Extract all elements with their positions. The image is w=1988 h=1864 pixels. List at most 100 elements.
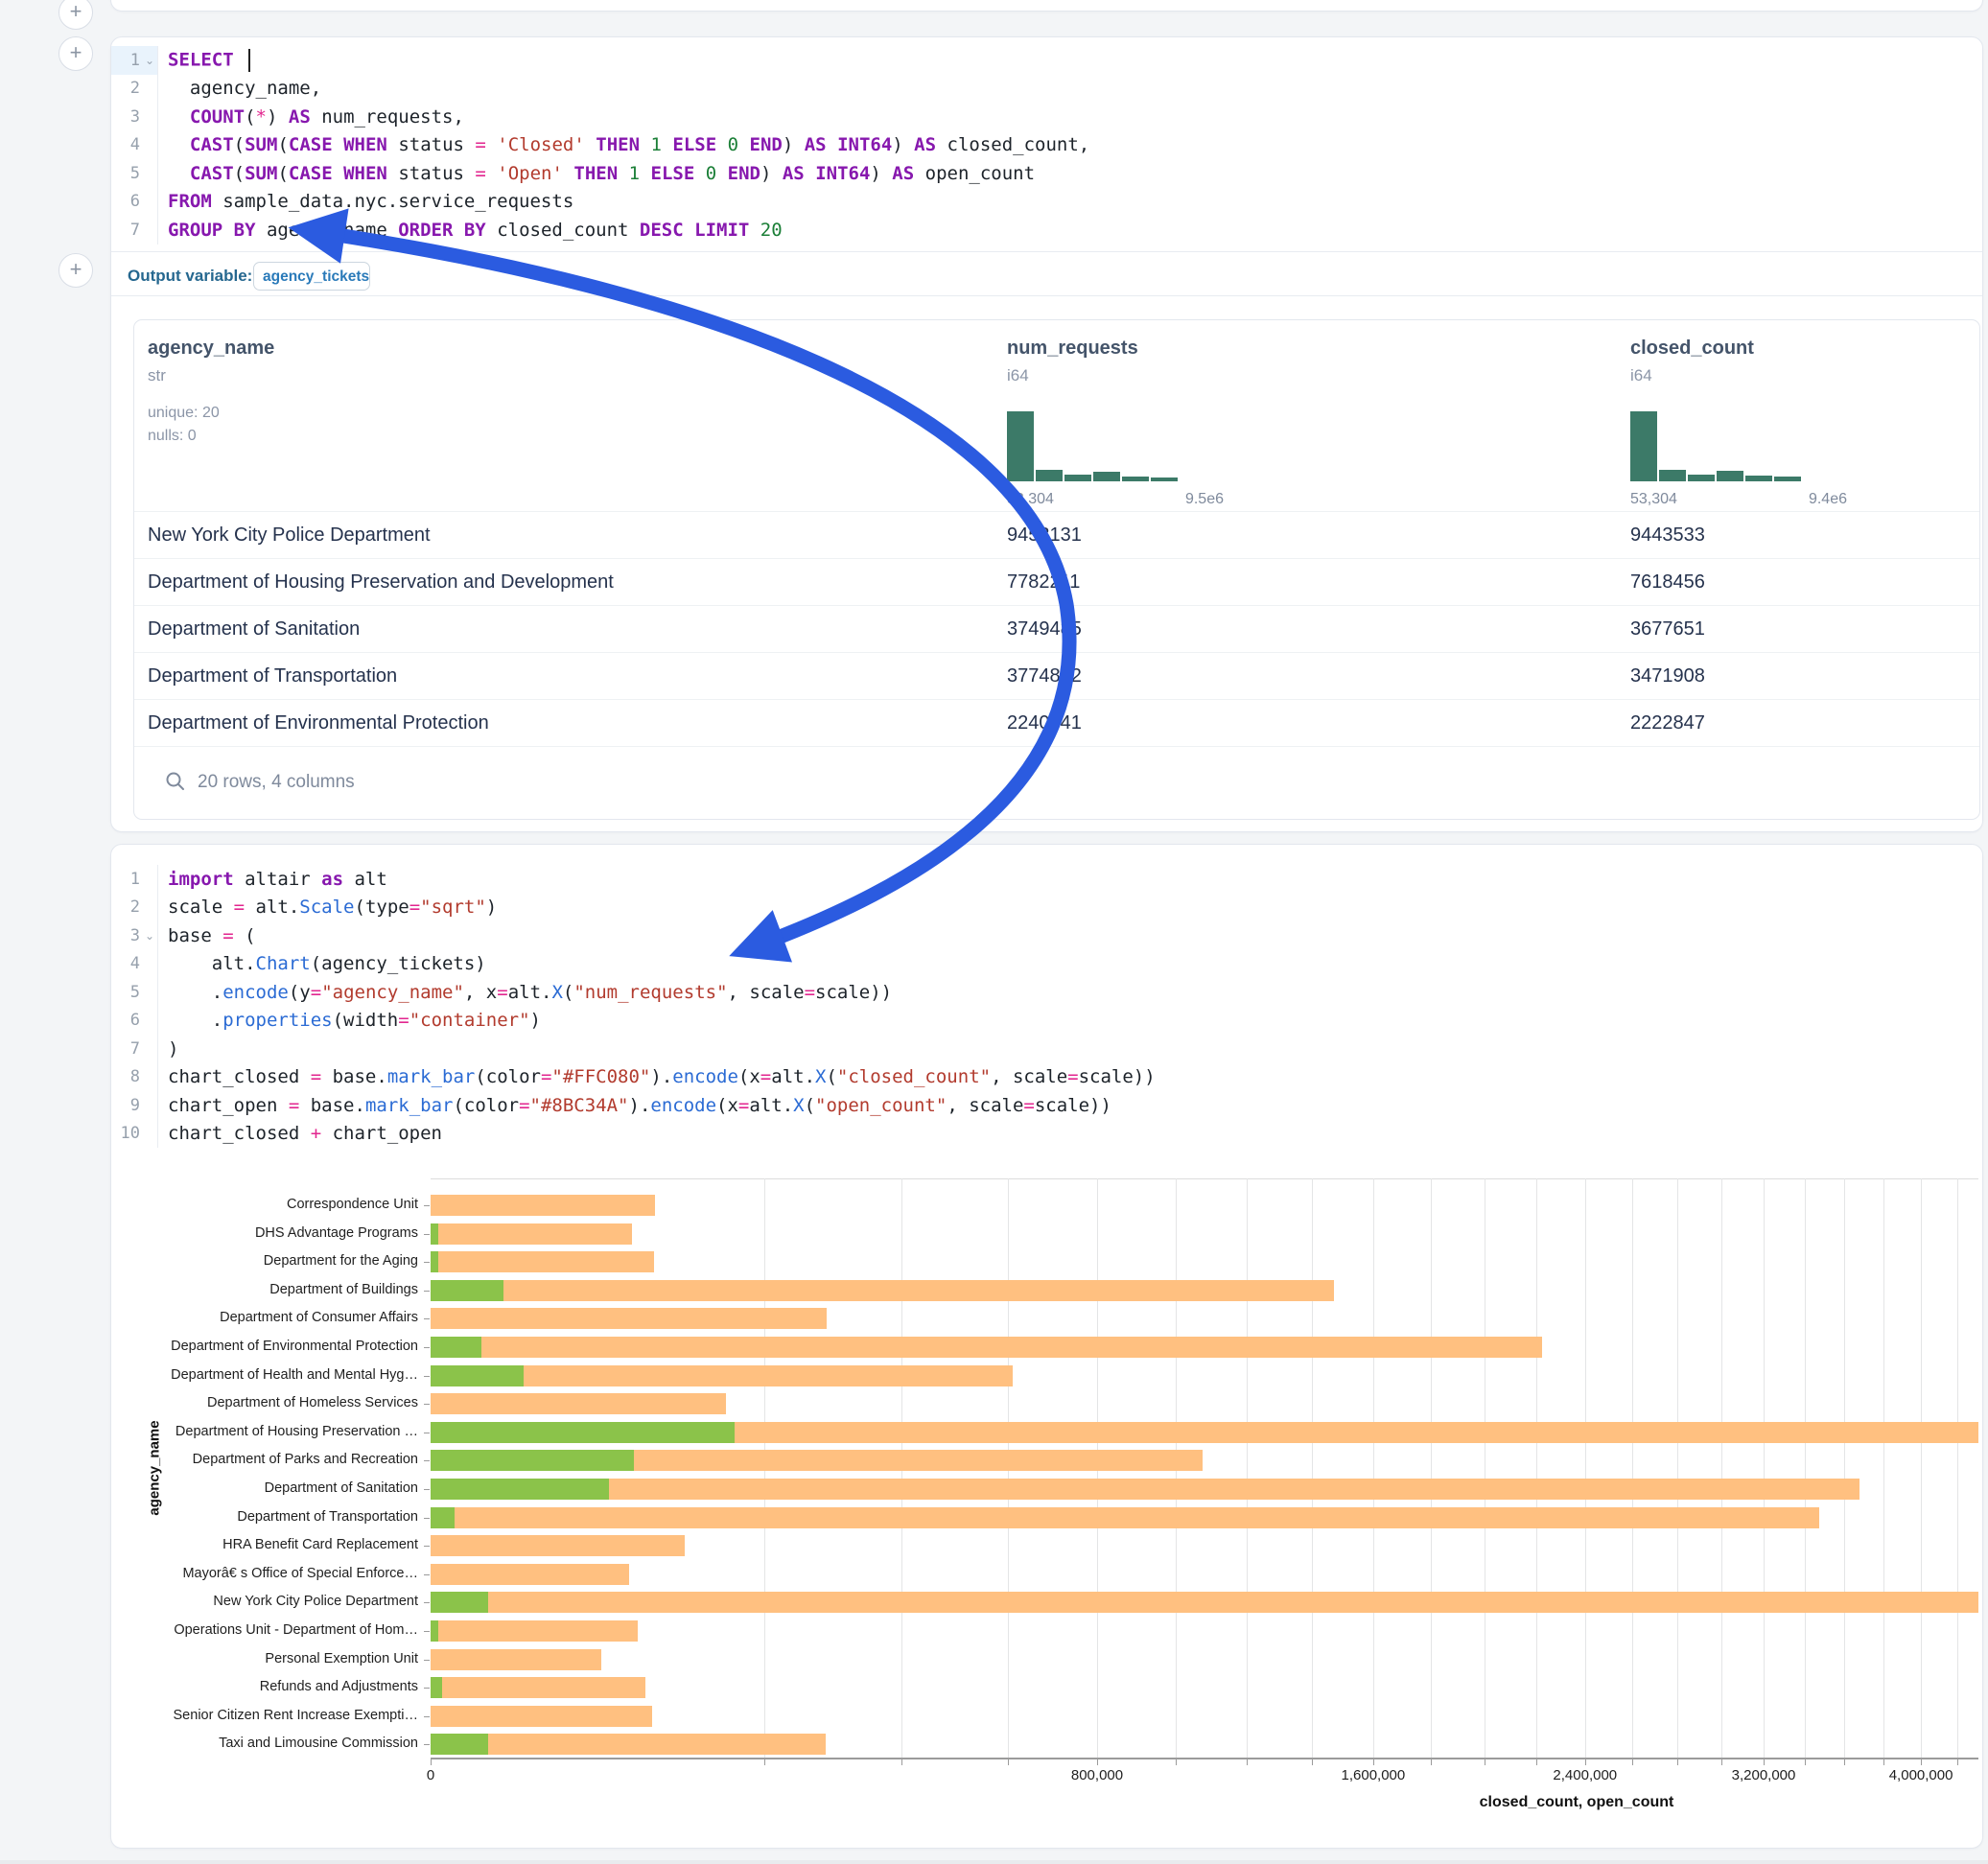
python-code-editor[interactable]: 1 import altair as alt 2 scale = alt.Scale(… <box>111 865 1981 1148</box>
table-cell: 3749485 <box>1007 618 1082 640</box>
code-token: = <box>540 1066 552 1088</box>
code-token <box>749 220 760 241</box>
code-token: ). <box>628 1094 651 1116</box>
y-tick <box>424 1460 430 1462</box>
code-token: = <box>310 1066 322 1088</box>
code-token: chart_open <box>168 1094 289 1116</box>
x-axis-title: closed_count, open_count <box>1479 1794 1674 1810</box>
table-row[interactable]: Department of Sanitation 3749485 3677651 <box>134 605 1979 652</box>
code-text: .properties(width="container") <box>158 1010 1981 1031</box>
column-header-agency-name[interactable]: agency_name <box>148 338 275 359</box>
code-token: X <box>815 1066 827 1088</box>
code-token: agency_name, <box>168 78 322 100</box>
code-token: "agency_name" <box>321 981 464 1003</box>
code-token <box>486 163 497 184</box>
code-line[interactable]: 5 .encode(y="agency_name", x=alt.X("num_… <box>111 978 1981 1007</box>
code-token: X <box>793 1094 805 1116</box>
code-line[interactable]: 10 chart_closed + chart_open <box>111 1119 1981 1148</box>
code-token: chart_closed <box>168 1123 311 1145</box>
code-text: GROUP BY agency_name ORDER BY closed_cou… <box>158 220 1981 241</box>
line-gutter: 3 <box>111 103 158 131</box>
code-token <box>640 134 650 155</box>
code-line[interactable]: 4 CAST(SUM(CASE WHEN status = 'Closed' T… <box>111 130 1981 159</box>
search-icon[interactable] <box>165 771 186 792</box>
gridline <box>1883 1178 1884 1758</box>
line-gutter: 6 <box>111 1006 158 1035</box>
code-token: (width <box>332 1010 399 1032</box>
column-header-closed-count[interactable]: closed_count <box>1630 338 1754 359</box>
x-tick <box>1584 1759 1586 1765</box>
y-tick <box>424 1715 430 1717</box>
histogram-range-labels: 53,304 9.4e6 <box>1630 491 1847 508</box>
code-token: THEN <box>573 162 619 184</box>
code-line[interactable]: 9 chart_open = base.mark_bar(color="#8BC3… <box>111 1091 1981 1120</box>
page-bottom-edge <box>0 1860 1988 1864</box>
divider <box>111 295 1982 296</box>
code-line[interactable]: 6 FROM sample_data.nyc.service_requests <box>111 187 1981 216</box>
code-token: . <box>168 981 223 1003</box>
code-line[interactable]: 7) <box>111 1035 1981 1063</box>
gridline <box>1804 1178 1806 1758</box>
code-token: AS <box>892 162 915 184</box>
code-token: "#FFC080" <box>551 1066 651 1088</box>
code-token: closed_count <box>485 219 640 241</box>
add-cell-button-sql[interactable]: + <box>58 36 93 71</box>
code-token: THEN <box>596 134 641 156</box>
code-line[interactable]: 3 ⌄ base = ( <box>111 921 1981 950</box>
code-token: , scale <box>947 1094 1024 1116</box>
x-axis-label: 3,200,000 <box>1731 1767 1796 1783</box>
code-line[interactable]: 7 GROUP BY agency_name ORDER BY closed_co… <box>111 216 1981 245</box>
line-number: 4 <box>129 135 140 155</box>
line-gutter: 7 <box>111 216 158 245</box>
closed-count-bar <box>431 1251 655 1273</box>
code-text: CAST(SUM(CASE WHEN status = 'Open' THEN … <box>158 163 1981 184</box>
x-tick <box>763 1759 765 1765</box>
chart-plot-area <box>431 1178 1978 1758</box>
code-token: "container" <box>409 1010 530 1032</box>
code-line[interactable]: 1 import altair as alt <box>111 865 1981 894</box>
code-token: LIMIT <box>694 219 750 241</box>
table-row[interactable]: Department of Transportation 3774892 34719… <box>134 652 1979 699</box>
x-tick <box>1844 1759 1846 1765</box>
sql-code-editor[interactable]: 1 ⌄ SELECT 2 agency_name, 3 COUNT(*) AS num… <box>111 46 1981 245</box>
table-row[interactable]: Department of Housing Preservation and D… <box>134 558 1979 605</box>
gridline <box>1312 1178 1314 1758</box>
code-line[interactable]: 4 alt.Chart(agency_tickets) <box>111 949 1981 978</box>
x-tick <box>1804 1759 1806 1765</box>
chevron-down-icon: ⌄ <box>144 928 155 943</box>
code-line[interactable]: 2 scale = alt.Scale(type="sqrt") <box>111 893 1981 921</box>
y-axis-label: Senior Citizen Rent Increase Exempti… <box>173 1707 418 1723</box>
code-token: alt. <box>507 981 552 1003</box>
histogram-bar <box>1774 477 1801 481</box>
code-token <box>827 134 837 155</box>
code-token: "num_requests" <box>573 981 728 1003</box>
code-line[interactable]: 8 chart_closed = base.mark_bar(color="#FF… <box>111 1062 1981 1091</box>
code-token: scale)) <box>1034 1094 1111 1116</box>
y-tick <box>424 1404 430 1406</box>
x-tick <box>1631 1759 1633 1765</box>
table-cell: 9453131 <box>1007 524 1082 546</box>
line-gutter: 9 <box>111 1091 158 1120</box>
code-token: SELECT <box>168 49 234 71</box>
code-token: mark_bar <box>364 1094 454 1116</box>
gridline <box>1631 1178 1633 1758</box>
code-line[interactable]: 1 ⌄ SELECT <box>111 46 1981 75</box>
add-cell-button-output[interactable]: + <box>58 253 93 288</box>
add-cell-button-top[interactable]: + <box>58 0 93 30</box>
code-token: 'Closed' <box>497 134 585 156</box>
code-line[interactable]: 5 CAST(SUM(CASE WHEN status = 'Open' THE… <box>111 159 1981 188</box>
code-token: = <box>760 1066 772 1088</box>
table-row[interactable]: New York City Police Department 9453131 94… <box>134 511 1979 558</box>
code-line[interactable]: 3 COUNT(*) AS num_requests, <box>111 103 1981 131</box>
code-token: = <box>519 1094 530 1116</box>
code-token: ) <box>529 1010 541 1032</box>
code-token: alt. <box>245 897 300 919</box>
code-token: ELSE <box>650 162 695 184</box>
column-header-num-requests[interactable]: num_requests <box>1007 338 1138 359</box>
code-token <box>738 134 749 155</box>
table-row[interactable]: Department of Environmental Protection 22… <box>134 699 1979 746</box>
code-line[interactable]: 6 .properties(width="container") <box>111 1006 1981 1035</box>
output-variable-pill[interactable]: agency_tickets <box>253 262 370 291</box>
code-line[interactable]: 2 agency_name, <box>111 74 1981 103</box>
open-count-bar <box>431 1592 489 1614</box>
